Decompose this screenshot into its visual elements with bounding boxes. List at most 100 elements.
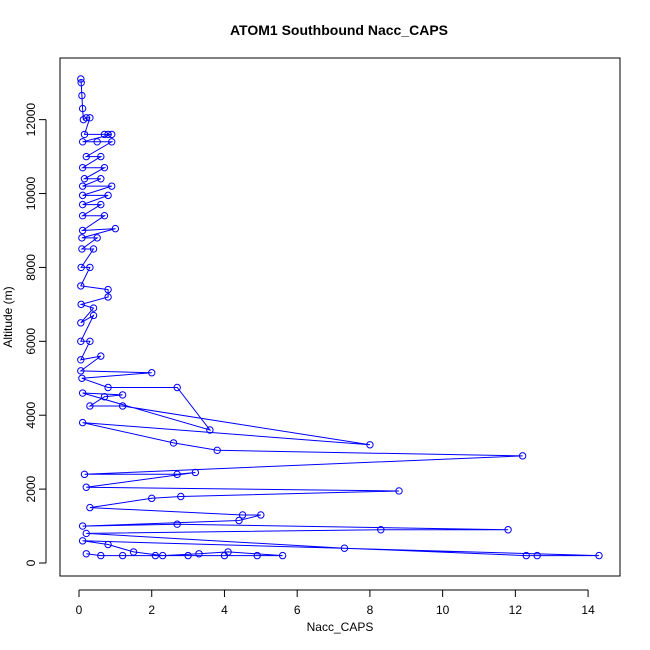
- plot-frame: [59, 57, 621, 577]
- data-point: [522, 551, 530, 560]
- data-point: [78, 182, 87, 190]
- x-tick-label: 8: [367, 603, 374, 617]
- data-point: [78, 245, 86, 253]
- x-tick-label: 6: [294, 603, 301, 617]
- data-point: [366, 441, 374, 449]
- data-point: [151, 551, 160, 560]
- data-point: [78, 91, 86, 100]
- data-point: [77, 300, 85, 309]
- data-point: [173, 470, 181, 479]
- data-point: [78, 234, 86, 242]
- data-point: [77, 356, 85, 364]
- data-point: [191, 468, 200, 477]
- y-axis-label: Altitude (m): [1, 286, 15, 347]
- data-point: [108, 130, 116, 139]
- data-point: [238, 511, 247, 519]
- data-point: [86, 503, 94, 512]
- data-point: [77, 367, 85, 375]
- data-point: [93, 234, 101, 242]
- data-point: [253, 551, 261, 560]
- data-point: [206, 426, 214, 434]
- data-point: [97, 551, 105, 560]
- x-tick-label: 2: [148, 603, 155, 617]
- data-point: [78, 191, 87, 200]
- data-point: [89, 304, 98, 312]
- data-point: [86, 337, 94, 346]
- data-point: [97, 200, 105, 209]
- data-point: [82, 114, 90, 122]
- data-point: [78, 212, 87, 220]
- data-point: [148, 494, 156, 503]
- y-tick-label: 10000: [24, 177, 38, 211]
- data-point: [340, 544, 349, 552]
- data-point: [173, 383, 181, 392]
- x-tick-label: 12: [509, 603, 523, 617]
- data-point: [104, 285, 112, 294]
- data-point: [148, 369, 156, 377]
- data-point: [100, 163, 109, 172]
- data-point: [82, 483, 90, 491]
- data-point: [82, 550, 90, 558]
- chart-title: ATOM1 Southbound Nacc_CAPS: [230, 22, 448, 38]
- data-point: [111, 224, 120, 233]
- data-point: [518, 452, 527, 460]
- data-point: [173, 520, 181, 528]
- data-point: [104, 191, 112, 200]
- data-point: [104, 383, 112, 392]
- data-point: [77, 78, 85, 87]
- data-point: [118, 551, 127, 560]
- data-point: [220, 551, 229, 560]
- y-tick-label: 4000: [24, 402, 38, 429]
- data-point: [235, 516, 243, 525]
- data-point: [77, 319, 85, 327]
- data-point: [104, 540, 112, 549]
- data-point: [118, 391, 127, 399]
- data-point: [86, 114, 94, 122]
- data-point: [158, 551, 167, 560]
- data-point: [80, 175, 89, 183]
- data-point: [86, 402, 94, 410]
- data-point: [533, 551, 541, 560]
- data-point: [104, 293, 112, 301]
- data-point: [100, 130, 109, 139]
- data-point: [78, 163, 87, 172]
- data-point: [80, 130, 89, 139]
- x-axis-label: Nacc_CAPS: [307, 620, 374, 634]
- data-point: [195, 550, 203, 558]
- x-tick-label: 4: [221, 603, 228, 617]
- data-point: [104, 130, 112, 139]
- data-point: [278, 551, 287, 560]
- y-tick-label: 12000: [24, 103, 38, 137]
- data-point: [100, 393, 109, 401]
- data-point: [108, 182, 116, 190]
- data-point: [78, 537, 87, 545]
- data-point: [97, 352, 105, 360]
- series-line: [79, 78, 600, 557]
- data-point: [395, 487, 403, 495]
- data-point: [257, 511, 265, 519]
- x-axis: 0 2 4 6 8 10 12 14: [76, 589, 595, 617]
- y-tick-label: 6000: [24, 328, 38, 355]
- data-point: [77, 282, 85, 290]
- data-point: [97, 175, 105, 183]
- data-point: [77, 263, 85, 272]
- data-point: [78, 226, 87, 235]
- data-point: [78, 104, 87, 113]
- data-point: [108, 138, 116, 146]
- data-point: [129, 548, 138, 556]
- x-tick-label: 14: [581, 603, 595, 617]
- data-point: [213, 446, 221, 455]
- data-point: [80, 470, 89, 479]
- data-point: [77, 337, 85, 346]
- data-point: [78, 522, 87, 530]
- data-point: [169, 439, 178, 447]
- data-point: [78, 138, 87, 146]
- y-axis: 0 2000 4000 6000 8000 10000 12000: [24, 103, 47, 566]
- data-point: [595, 551, 603, 560]
- data-point: [82, 529, 90, 538]
- data-point: [118, 402, 127, 410]
- data-point: [78, 200, 87, 209]
- data-point: [93, 138, 101, 146]
- data-point: [78, 374, 86, 382]
- y-tick-label: 8000: [24, 254, 38, 281]
